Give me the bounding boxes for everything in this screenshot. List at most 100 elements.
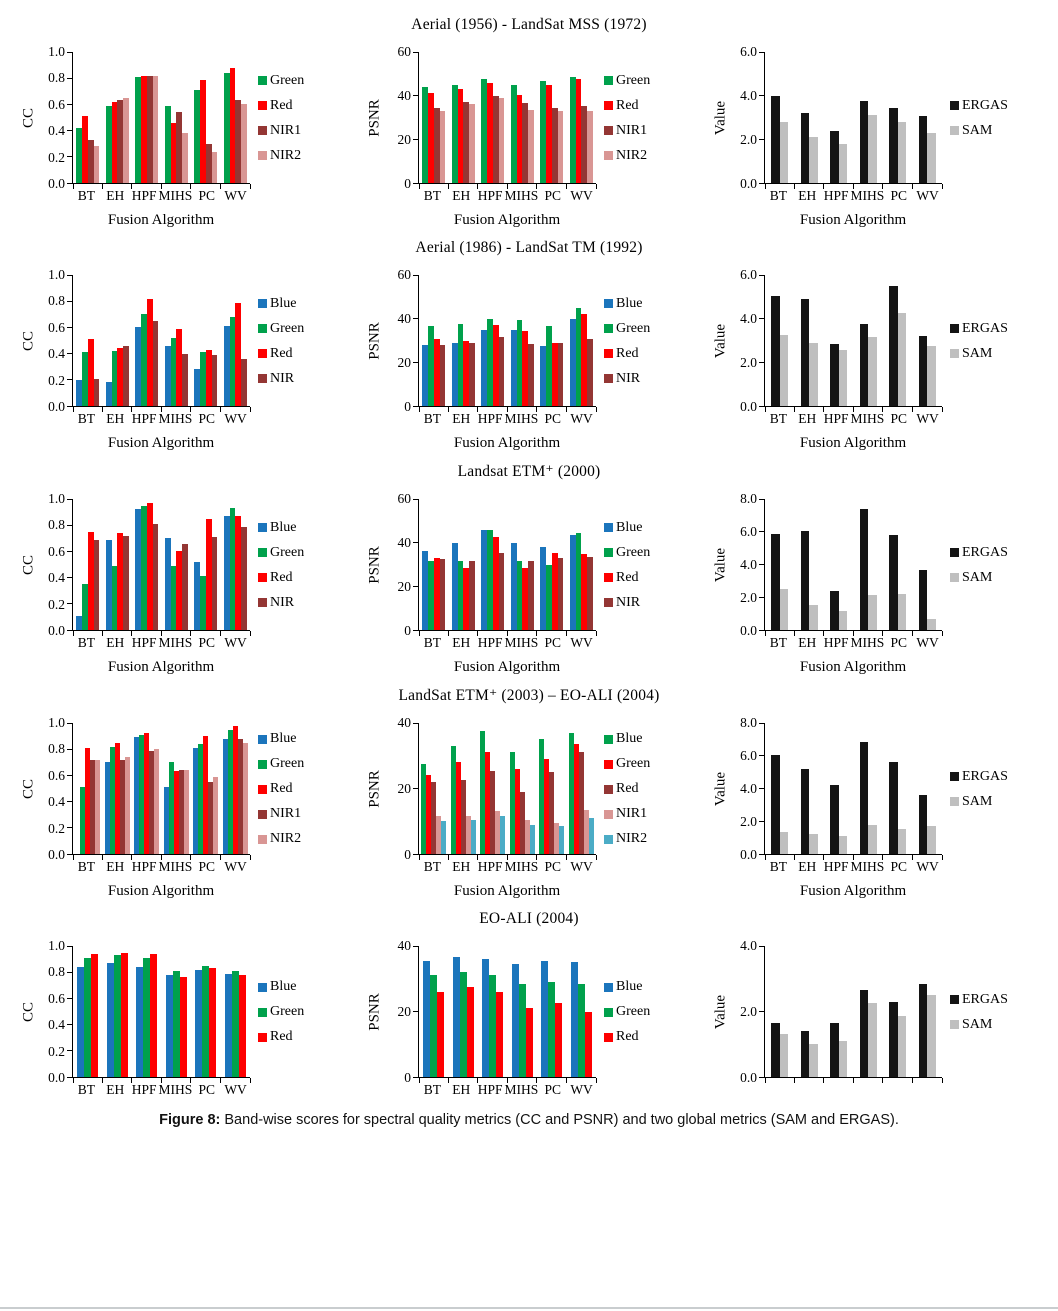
bar-green xyxy=(82,352,88,406)
legend-swatch xyxy=(258,784,267,794)
plot-line: 8.0 6.0 4.0 2.0 0.0 xyxy=(730,715,943,862)
legend-swatch xyxy=(604,573,613,582)
bar-green xyxy=(170,337,177,406)
bar-green xyxy=(428,561,434,630)
bar-nir2 xyxy=(441,821,447,854)
legend-label: SAM xyxy=(962,1016,993,1032)
x-tick-mark xyxy=(72,1078,74,1083)
bar-cluster xyxy=(136,946,158,1077)
x-tick-mark xyxy=(190,184,192,189)
x-category-label: BT xyxy=(423,859,442,874)
chart-panel: Value 6.0 4.0 2.0 0.0 BT EH HPF MIHS PC WV Fusion A… xyxy=(712,267,1058,452)
y-tick-label: 0 xyxy=(404,176,411,191)
bar-green xyxy=(426,775,432,854)
y-tick-mark xyxy=(67,103,72,105)
y-tick-mark xyxy=(413,542,418,544)
y-tick-mark xyxy=(413,722,418,724)
x-tick-mark xyxy=(566,407,567,412)
y-tick-mark xyxy=(759,755,764,757)
y-axis: 4.0 2.0 0.0 xyxy=(730,938,764,1085)
plot-column: 6.0 4.0 2.0 0.0 BT EH HPF MIHS PC WV Fusion Algori… xyxy=(730,44,943,229)
x-category-label: MIHS xyxy=(158,635,193,650)
x-tick-mark xyxy=(882,1078,884,1083)
y-axis-title-wrap: PSNR xyxy=(366,946,384,1078)
bar-red xyxy=(490,770,496,854)
y-tick-label: 40 xyxy=(397,88,412,103)
plot-line: 6.0 4.0 2.0 0.0 xyxy=(730,267,943,414)
bar-green xyxy=(80,787,86,854)
y-axis-title-wrap: CC xyxy=(20,275,38,407)
x-tick-mark xyxy=(823,184,825,189)
bar-nir1 xyxy=(583,809,589,854)
bar-green xyxy=(170,565,177,630)
bar-group xyxy=(191,275,221,406)
bar-cluster xyxy=(830,52,848,183)
bar-cluster xyxy=(771,52,789,183)
x-tick-mark xyxy=(823,855,825,860)
bar-green xyxy=(575,532,582,630)
y-tick-label: 0.8 xyxy=(48,70,65,86)
bar-blue xyxy=(223,516,230,630)
x-tick-mark xyxy=(793,855,795,860)
y-tick-label: 40 xyxy=(397,715,412,730)
y-tick-mark xyxy=(759,361,764,363)
bottom-divider xyxy=(0,1307,1058,1309)
bar-cluster xyxy=(771,275,789,406)
bar-red xyxy=(179,977,187,1077)
y-tick-mark xyxy=(67,722,72,724)
x-tick-mark xyxy=(882,407,884,412)
chart-section: EO-ALI (2004) CC 1.0 0.8 0.6 0.4 0.2 0.0 BT EH HPF… xyxy=(0,910,1058,1098)
x-category-label: WV xyxy=(916,635,939,650)
y-tick-mark xyxy=(67,1050,72,1052)
bar-group xyxy=(508,723,538,854)
legend-swatch xyxy=(258,982,267,992)
bar-blue xyxy=(194,369,200,406)
x-category-labels: BT EH HPF MIHS PC WV xyxy=(418,188,596,204)
bar-nir xyxy=(123,535,129,630)
bar-cluster xyxy=(223,499,247,630)
bar-group xyxy=(103,723,133,854)
y-tick-mark xyxy=(67,629,72,631)
bar-green xyxy=(544,759,550,854)
bar-green xyxy=(105,105,112,183)
y-tick-label: 1.0 xyxy=(48,715,65,730)
legend-label: Blue xyxy=(616,979,643,994)
bar-cluster xyxy=(859,52,877,183)
legend-label: Green xyxy=(616,72,651,88)
bar-red xyxy=(525,1008,533,1077)
bar-group xyxy=(883,275,913,406)
y-tick-mark xyxy=(67,524,72,526)
bar-blue xyxy=(540,345,546,406)
bar-nir2 xyxy=(469,104,475,183)
bar-nir2 xyxy=(154,749,160,854)
bar-group xyxy=(854,946,884,1077)
bar-sam xyxy=(868,337,877,406)
x-tick-mark xyxy=(882,855,884,860)
y-tick-label: 0.4 xyxy=(48,570,65,586)
bar-group xyxy=(913,52,943,183)
y-tick-mark xyxy=(413,318,418,320)
legend-item: Red xyxy=(258,346,304,362)
bar-group xyxy=(478,723,508,854)
x-tick-mark xyxy=(249,1078,251,1083)
bar-cluster xyxy=(511,946,533,1077)
legend-label: Red xyxy=(616,1029,639,1044)
legend-item: ERGAS xyxy=(950,321,1008,337)
plot-area xyxy=(413,498,597,636)
bar-group xyxy=(537,499,567,630)
x-tick-mark xyxy=(418,855,420,860)
y-tick-mark xyxy=(67,577,72,579)
section-title: LandSat ETM⁺ (2003) – EO-ALI (2004) xyxy=(398,687,660,704)
bar-sam xyxy=(868,115,877,183)
legend-swatch xyxy=(950,548,959,557)
y-tick-label: 0.8 xyxy=(48,517,65,533)
bar-group xyxy=(73,52,103,183)
bar-green xyxy=(428,326,434,406)
bar-cluster xyxy=(889,946,907,1077)
legend-item: Blue xyxy=(258,979,304,995)
x-axis-title: Fusion Algorithm xyxy=(799,435,907,451)
x-tick-mark xyxy=(536,407,538,412)
chart-panel: CC 1.0 0.8 0.6 0.4 0.2 0.0 BT EH HPF MIHS PC WV Fusio… xyxy=(20,491,366,676)
x-category-label: HPF xyxy=(477,1082,503,1097)
plot-line: 40 20 0 xyxy=(384,715,597,862)
